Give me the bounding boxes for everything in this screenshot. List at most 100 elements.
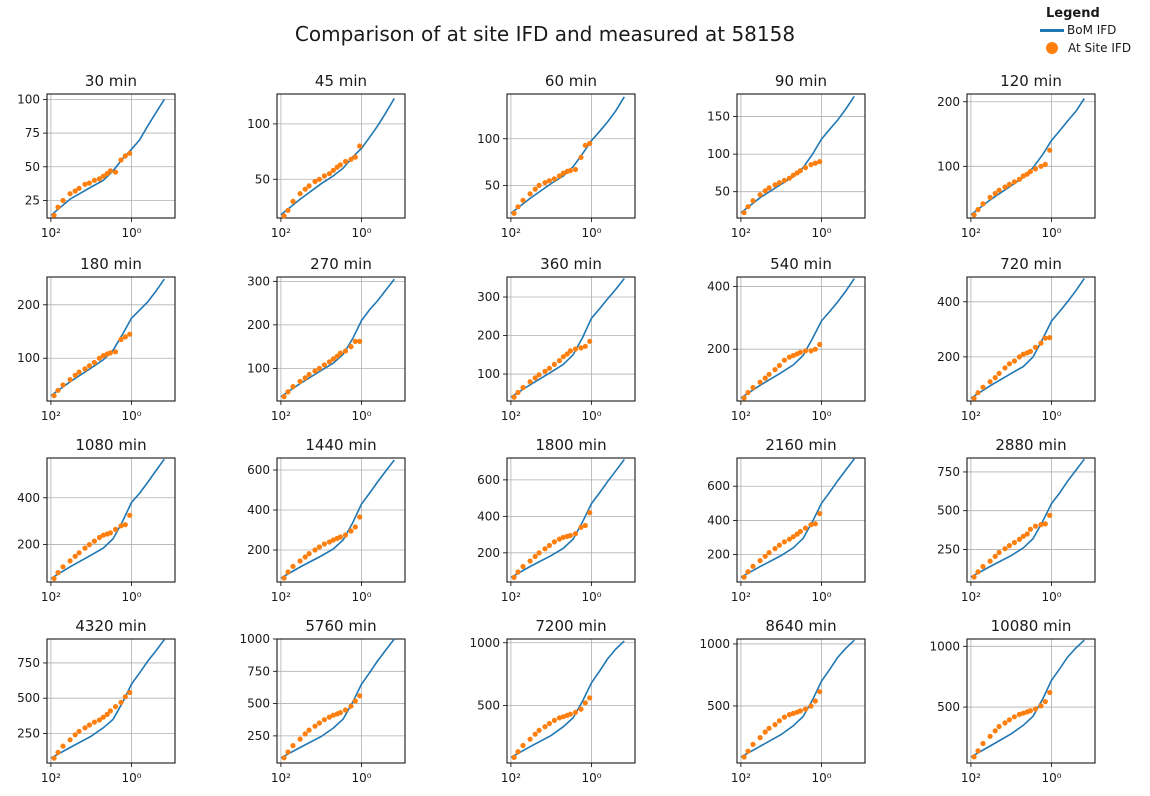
at-site-ifd-point [546,720,553,727]
bom-ifd-line [970,277,1085,399]
axes-frame [736,276,866,402]
at-site-ifd-point [536,550,542,556]
y-tick-label: 400 [707,279,730,293]
at-site-ifd-point [996,370,1002,376]
at-site-ifd-point [532,375,538,381]
at-site-ifd-point [1042,521,1048,527]
y-tick-label: 750 [247,664,270,678]
at-site-ifd-point [342,158,349,165]
at-site-ifd-point [285,389,291,395]
subplot-10080-min: 10080 min 10² 10⁰ 500 1000 [929,617,1096,785]
at-site-ifd-point [750,198,756,204]
y-tick-label: 500 [707,699,730,713]
at-site-ifd-point [337,534,343,540]
at-site-ifd-point [302,186,308,192]
y-tick-label: 400 [707,513,730,527]
bom-ifd-line [280,459,395,579]
x-tick-label: 10² [501,771,521,785]
x-tick-label: 10² [271,771,291,785]
at-site-ifd-point [72,188,78,194]
at-site-ifd-point [352,338,358,344]
y-tick-label: 400 [477,509,500,523]
at-site-ifd-point [996,187,1002,193]
bom-ifd-line [740,95,855,214]
at-site-ifd-point [285,749,291,755]
at-site-ifd-point [790,534,796,540]
at-site-ifd-point [352,154,358,160]
at-site-ifd-point [312,178,318,185]
at-site-ifd-point [96,176,102,182]
subplot-1080-min: 1080 min 10² 10⁰ 200 400 [17,436,176,604]
at-site-ifd-point [802,348,809,354]
at-site-ifd-point [750,563,756,569]
x-tick-label: 10⁰ [811,771,831,785]
at-site-ifd-point [302,554,308,560]
at-site-ifd-point [762,553,768,559]
subplot-title: 360 min [540,255,602,273]
x-tick-label: 10⁰ [811,409,831,423]
x-tick-label: 10² [271,226,291,240]
at-site-ifd-point [1038,163,1044,169]
at-site-ifd-point [118,699,124,706]
at-site-ifd-point [572,346,579,352]
bom-ifd-line [280,97,395,216]
at-site-ifd-point [542,724,548,730]
subplot-title: 4320 min [75,617,146,635]
at-site-ifd-point [1006,361,1013,367]
subplot-title: 180 min [80,255,142,273]
subplot-180-min: 180 min 10² 10⁰ 100 200 [17,255,176,423]
at-site-ifd-point [281,755,287,761]
at-site-ifd-point [741,574,747,580]
subplot-120-min: 120 min 10² 10⁰ 100 200 [937,72,1096,240]
at-site-ifd-point [515,389,521,396]
x-tick-label: 10⁰ [121,590,141,604]
at-site-ifd-point [82,545,88,551]
at-site-ifd-point [1032,166,1039,172]
at-site-ifd-point [980,384,986,390]
at-site-ifd-point [1002,720,1008,726]
bom-ifd-line [510,640,625,759]
at-site-ifd-point [1042,335,1048,341]
at-site-ifd-point [1020,173,1026,179]
at-site-ifd-point [330,712,336,718]
subplot-title: 60 min [545,72,597,90]
at-site-ifd-point [564,351,570,357]
x-tick-label: 10² [731,409,751,423]
bom-ifd-line [740,639,855,758]
legend-dot-marker [1046,42,1058,54]
x-tick-label: 10⁰ [581,590,601,604]
y-tick-label: 100 [17,351,40,365]
bom-ifd-line [50,278,165,397]
axes-frame [966,638,1096,764]
at-site-ifd-point [781,539,788,545]
axes-frame [736,457,866,583]
at-site-ifd-point [1006,543,1013,549]
x-tick-label: 10⁰ [1041,226,1061,240]
at-site-ifd-point [297,558,303,564]
at-site-ifd-point [330,167,336,173]
subplot-2880-min: 2880 min 10² 10⁰ 250 500 750 [937,436,1096,604]
subplot-8640-min: 8640 min 10² 10⁰ 500 1000 [699,617,866,785]
at-site-ifd-point [82,366,88,372]
y-tick-label: 500 [247,697,270,711]
axes-frame [46,93,176,219]
y-tick-label: 500 [477,698,500,712]
x-tick-label: 10² [501,226,521,240]
at-site-ifd-point [312,368,318,374]
x-tick-label: 10⁰ [811,590,831,604]
at-site-ifd-point [316,720,322,726]
bom-ifd-line [740,278,855,399]
at-site-ifd-point [572,709,579,715]
x-tick-label: 10⁰ [581,771,601,785]
at-site-ifd-point [741,754,747,760]
y-tick-label: 300 [247,274,270,288]
at-site-ifd-point [556,173,563,179]
bom-ifd-line [280,278,395,398]
at-site-ifd-point [51,212,57,218]
y-tick-label: 250 [247,729,270,743]
at-site-ifd-point [122,334,128,340]
at-site-ifd-point [281,213,287,219]
at-site-ifd-point [567,348,574,354]
at-site-ifd-point [542,180,548,186]
x-tick-label: 10² [961,409,981,423]
